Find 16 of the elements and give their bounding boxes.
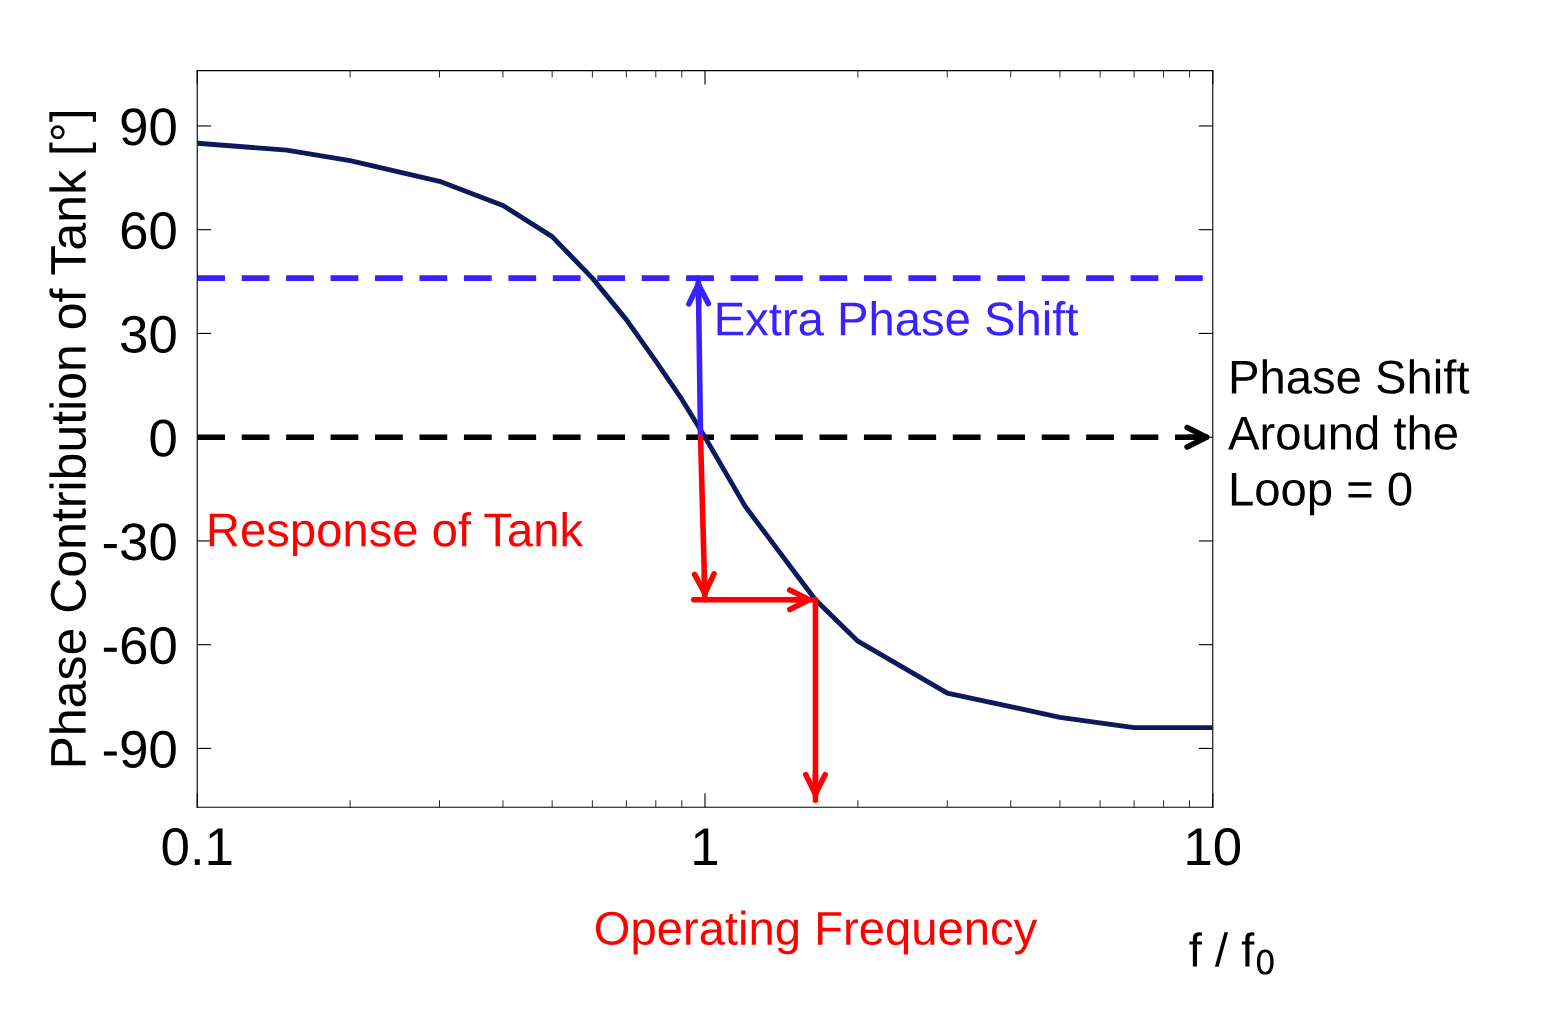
y-tick-label: -30 [103,523,176,561]
x-tick-label: 10 [1187,828,1241,866]
y-axis-title: Phase Contribution of Tank [°] [49,111,96,766]
x-tick-label: 1 [694,828,718,865]
x-tick-label: 0.1 [162,828,232,866]
y-tick-label: -60 [103,626,176,665]
y-tick-label: 30 [121,315,176,354]
y-tick-label: 60 [121,211,176,250]
y-tick-label: 0 [150,419,176,457]
y-tick-label: -90 [103,730,176,769]
x-axis-title: f / f$_{0}$ [1189,932,1274,975]
annotation: Extra Phase Shift [717,301,1079,336]
text: Phase Shift Around the Loop = 0 [1228,359,1470,516]
text: Operating Frequency [595,910,1038,955]
y-tick-label: 90 [121,108,176,146]
annotation: Response of Tank [209,512,584,557]
